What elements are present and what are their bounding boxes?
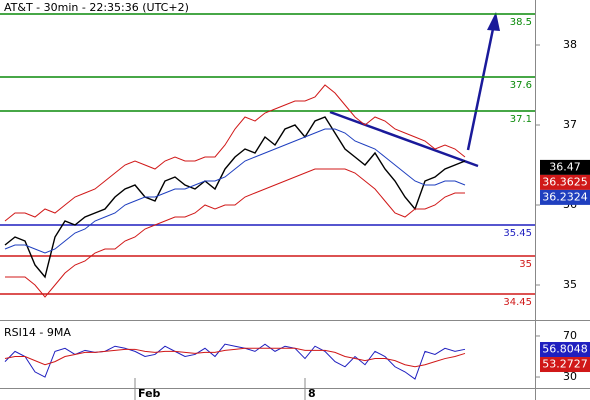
- level-label: 38.5: [510, 17, 532, 28]
- value-box-label: 53.2727: [542, 358, 588, 371]
- value-box: [540, 174, 590, 190]
- value-box: [540, 159, 590, 175]
- y-tick-label: 30: [563, 370, 577, 383]
- level-label: 37.1: [510, 114, 532, 125]
- y-tick-label: 70: [563, 329, 577, 342]
- value-box: [540, 357, 590, 373]
- chart-title: AT&T - 30min - 22:35:36 (UTC+2): [4, 1, 189, 14]
- series-line: [4, 347, 466, 368]
- value-box: [540, 342, 590, 358]
- value-box: [540, 189, 590, 205]
- y-tick-label: 35: [563, 278, 577, 291]
- series-line: [4, 343, 466, 380]
- x-tick-label: Feb: [138, 387, 161, 400]
- value-box-label: 36.2324: [542, 190, 588, 203]
- panel-title: RSI14 - 9MA: [4, 326, 71, 339]
- value-box-label: 36.3625: [542, 175, 588, 188]
- level-label: 34.45: [503, 297, 532, 308]
- trend-line: [329, 110, 479, 168]
- level-label: 35.45: [503, 228, 532, 239]
- y-tick-label: 37: [563, 118, 577, 131]
- x-tick-label: 8: [308, 387, 316, 400]
- value-box-label: 56.8048: [542, 343, 588, 356]
- projection-arrow: [466, 23, 496, 151]
- level-label: 37.6: [510, 80, 532, 91]
- y-tick-label: 38: [563, 38, 577, 51]
- level-label: 35: [519, 259, 532, 270]
- value-box-label: 36.47: [549, 160, 581, 173]
- series-line: [5, 168, 465, 298]
- series-line: [4, 116, 466, 279]
- series-line: [4, 128, 466, 254]
- arrow-head: [487, 12, 500, 31]
- series-line: [4, 84, 466, 222]
